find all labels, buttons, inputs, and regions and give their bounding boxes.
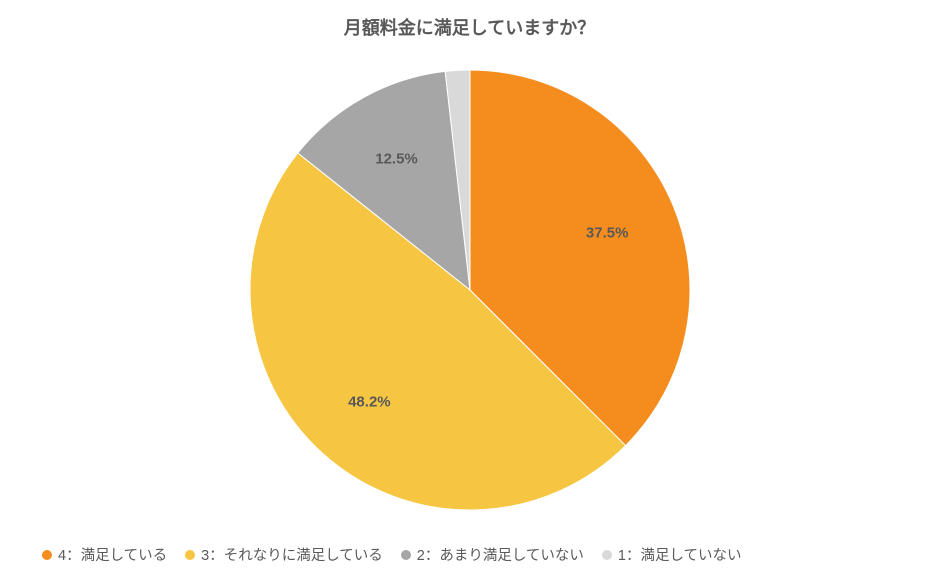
- legend-label-2: 2：あまり満足していない: [417, 544, 584, 565]
- legend-dot-2: [401, 550, 411, 560]
- pie-slice-label-0: 37.5%: [586, 224, 629, 241]
- pie-slice-label-2: 12.5%: [375, 151, 418, 168]
- legend-label-1: 3：それなりに満足している: [201, 544, 383, 565]
- legend-item-1: 3：それなりに満足している: [185, 544, 383, 565]
- pie-chart-container: 月額料金に満足していますか？ 4：満足している 3：それなりに満足している 2：あま…: [0, 0, 939, 581]
- chart-legend: 4：満足している 3：それなりに満足している 2：あまり満足していない 1：満足してい…: [42, 544, 742, 565]
- chart-title: 月額料金に満足していますか？: [0, 14, 939, 40]
- legend-dot-0: [42, 550, 52, 560]
- pie-slice-label-1: 48.2%: [348, 393, 391, 410]
- legend-item-3: 1：満足していない: [602, 544, 742, 565]
- legend-label-3: 1：満足していない: [618, 544, 742, 565]
- legend-item-2: 2：あまり満足していない: [401, 544, 584, 565]
- legend-label-0: 4：満足している: [58, 544, 167, 565]
- pie-chart: [250, 70, 690, 510]
- legend-dot-1: [185, 550, 195, 560]
- legend-item-0: 4：満足している: [42, 544, 167, 565]
- legend-dot-3: [602, 550, 612, 560]
